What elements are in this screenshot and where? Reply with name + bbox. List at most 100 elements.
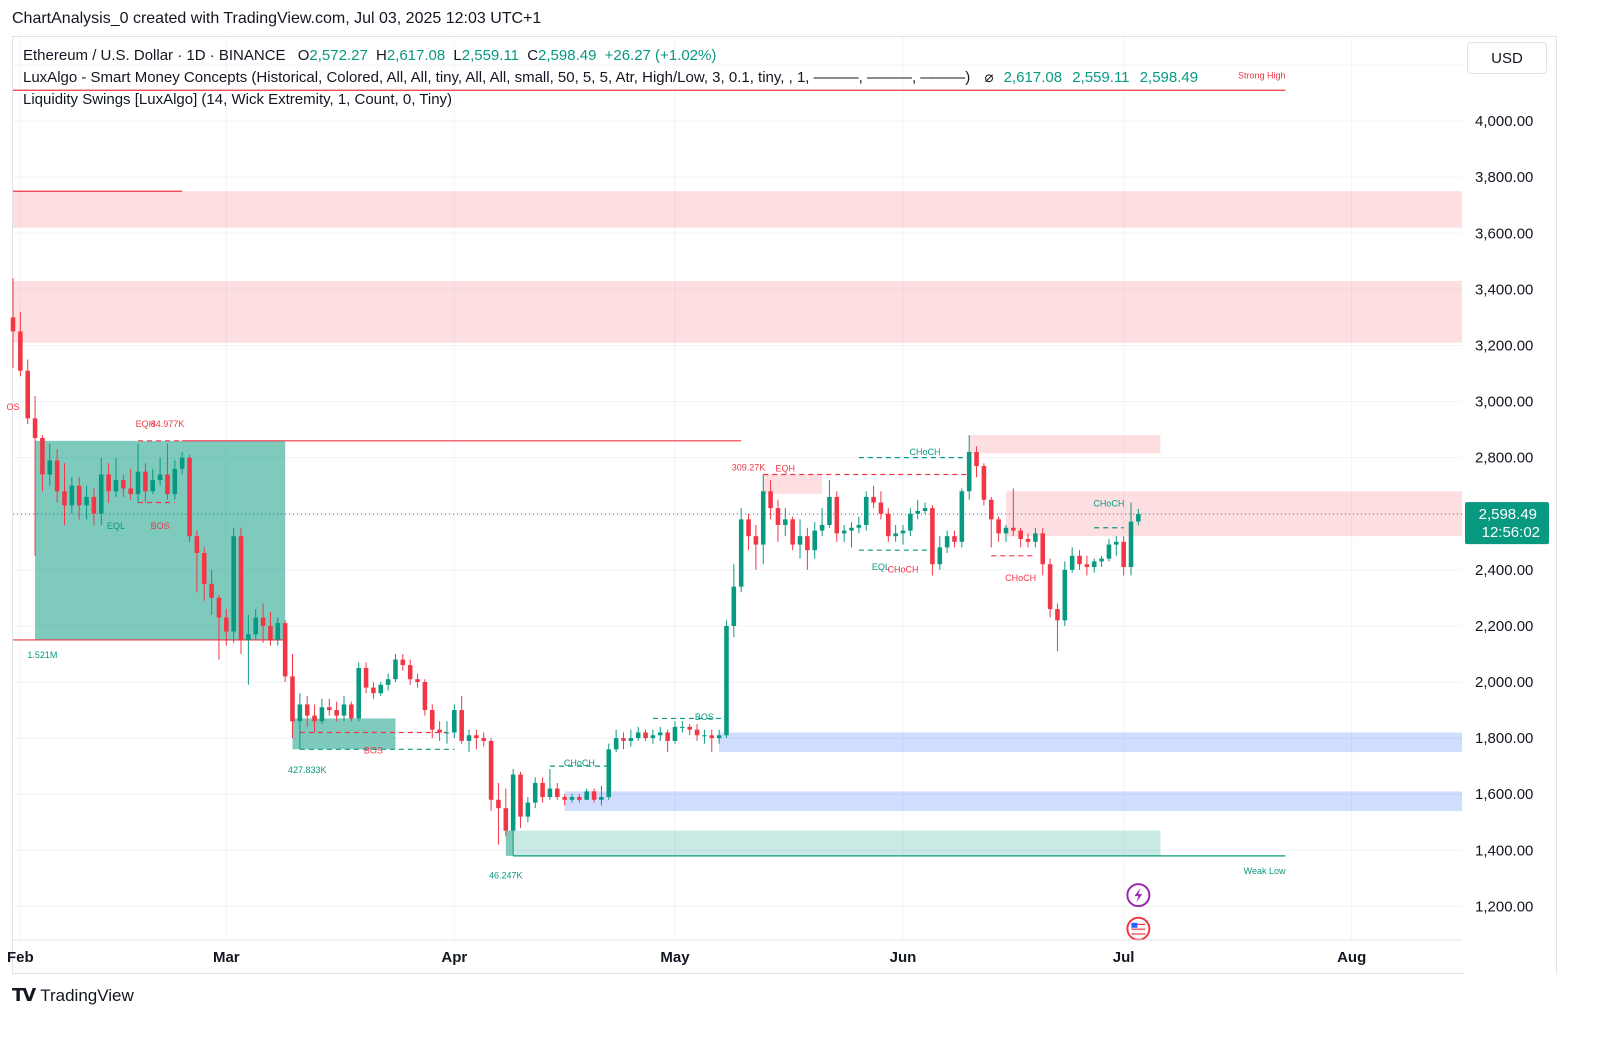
candle-body [731,586,737,626]
candle-body [621,738,626,741]
candle-body [1106,544,1112,559]
candle-body [150,480,156,492]
candle-body [297,704,303,722]
candle-body [952,536,957,542]
price-axis-label: 3,200.00 [1475,337,1533,354]
candle-body [599,796,604,800]
candle-body [165,474,170,495]
close-value: 2,598.49 [538,47,597,64]
price-tag-value: 2,598.49 [1479,506,1537,523]
price-axis-label: 2,200.00 [1475,618,1533,635]
candle-body [805,536,810,551]
level-label: Strong High [1238,70,1286,80]
candle-body [452,710,457,733]
candle-body [18,331,23,371]
candle-body [1040,533,1046,565]
price-axis-label: 1,200.00 [1475,898,1533,915]
candle-body [790,519,795,545]
candle-body [503,808,509,831]
time-axis-label: Apr [441,949,467,966]
price-tag-countdown: 12:56:02 [1482,524,1540,541]
candle-body [488,740,494,800]
zone-supply [13,280,1462,343]
volume-label: 427.833K [288,765,327,775]
candle-body [974,452,979,467]
candle-body [459,710,464,741]
flag-stripe [1131,933,1146,935]
candle-body [179,457,185,469]
candle-body [856,524,862,528]
level-label: Weak Low [1244,866,1286,876]
chart-legend: Ethereum / U.S. Dollar · 1D · BINANCE O2… [23,45,1198,111]
candle-body [1018,530,1023,539]
structure-label: EQH [136,419,156,429]
indicator1-title[interactable]: LuxAlgo - Smart Money Concepts (Historic… [23,69,971,86]
candle-body [312,715,317,722]
candle-body [157,474,163,481]
zone-demand_light [513,830,1161,856]
price-axis-label: 2,800.00 [1475,450,1533,467]
candle-body [209,583,214,598]
candle-body [106,474,111,492]
candle-body [613,738,619,750]
candle-body [246,634,251,640]
legend-symbol-row: Ethereum / U.S. Dollar · 1D · BINANCE O2… [23,45,1198,67]
structure-label: BOS [364,746,383,756]
candle-body [709,735,715,739]
indicator2-title[interactable]: Liquidity Swings [LuxAlgo] (14, Wick Ext… [23,91,453,108]
candle-body [863,496,869,525]
candle-body [349,704,354,719]
candle-body [768,491,773,509]
price-axis-label: 2,000.00 [1475,674,1533,691]
candle-body [746,519,751,537]
price-axis-label: 3,600.00 [1475,225,1533,242]
symbol-title[interactable]: Ethereum / U.S. Dollar · 1D · BINANCE [23,47,286,64]
open-value: 2,572.27 [309,47,368,64]
candle-body [466,735,472,741]
candle-body [525,802,531,817]
candle-body [959,491,965,542]
candle-body [268,625,273,640]
candle-body [385,679,391,685]
candle-body [937,547,943,565]
candle-body [944,536,950,548]
price-axis-label: 1,600.00 [1475,786,1533,803]
candle-body [753,536,759,545]
candle-body [893,533,898,537]
currency-button[interactable]: USD [1467,42,1547,74]
candle-body [363,667,369,688]
chart-frame [12,36,1557,974]
candle-body [135,471,141,495]
candle-body [356,667,361,719]
candle-body [62,491,67,506]
candle-body [908,513,913,531]
candle-body [812,530,818,551]
candle-body [650,735,656,739]
tradingview-brand[interactable]: TV TradingView [12,985,134,1006]
candle-body [584,791,589,800]
candle-body [371,687,376,694]
zone-supply [969,435,1161,454]
legend-indicator1-row: LuxAlgo - Smart Money Concepts (Historic… [23,67,1198,89]
candle-body [1055,609,1060,621]
candle-body [393,659,398,680]
candle-body [1033,533,1038,542]
candle-body [194,536,200,553]
candle-body [694,729,700,736]
brand-name: TradingView [40,985,134,1005]
candle-body [900,530,906,534]
price-axis-label: 4,000.00 [1475,113,1533,130]
candle-body [577,796,582,800]
candle-body [10,317,16,332]
volume-label: 1.521M [27,650,57,660]
time-axis-label: May [660,949,690,966]
candle-body [54,460,60,492]
candle-body [415,679,420,682]
candle-body [518,774,523,817]
candle-body [172,468,178,495]
flag-stripe [1131,930,1146,933]
candle-body [702,735,707,737]
candle-body [326,707,332,711]
candle-body [98,474,104,514]
